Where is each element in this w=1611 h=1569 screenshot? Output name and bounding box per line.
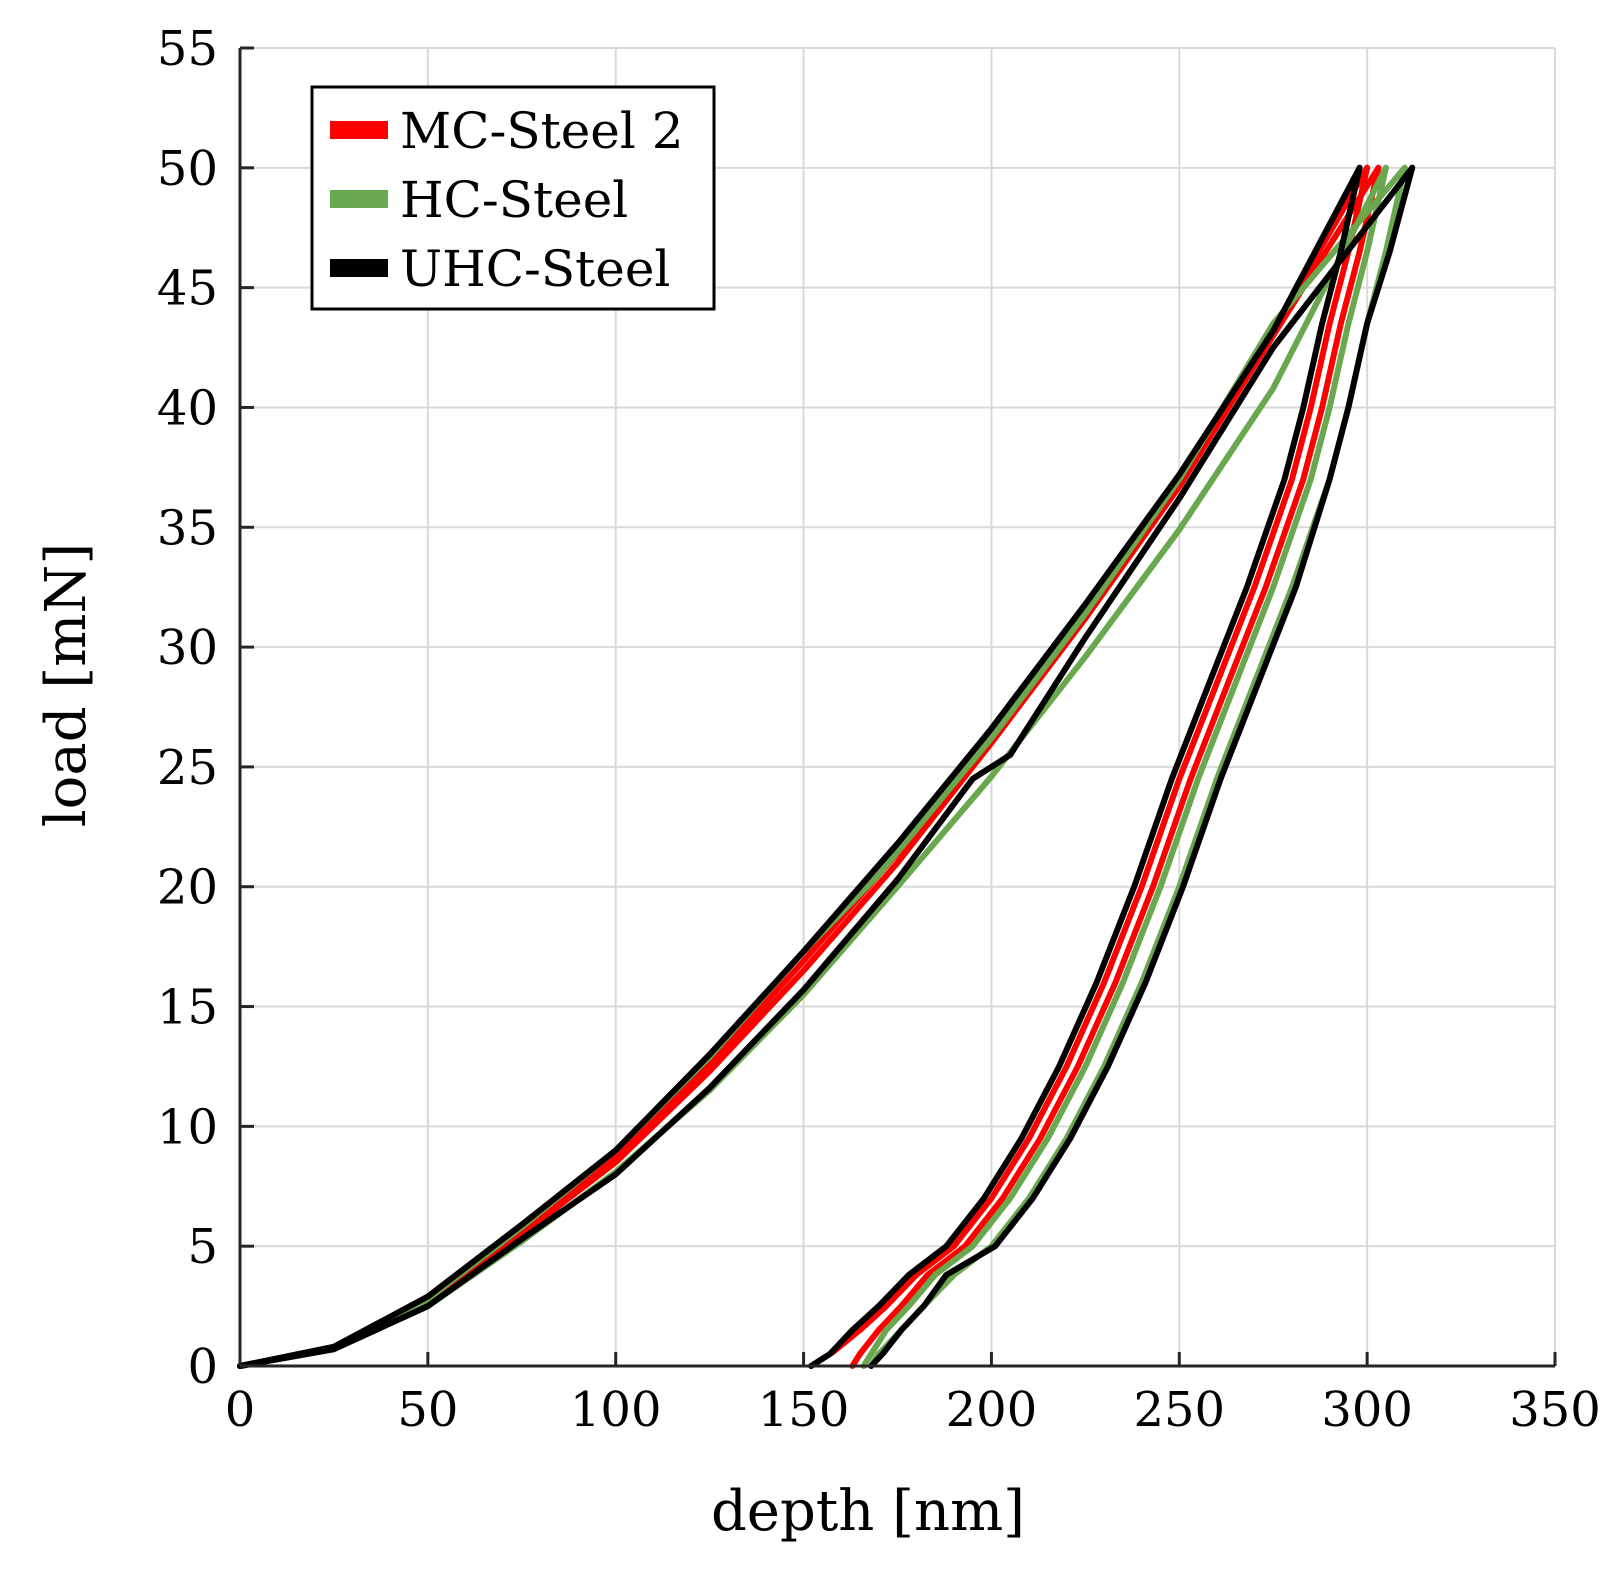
y-tick-label-11: 55: [157, 21, 218, 77]
x-tick-label-1: 50: [397, 1382, 458, 1438]
legend-label-hc-steel: HC-Steel: [400, 171, 628, 229]
y-tick-label-9: 45: [157, 261, 218, 317]
series-uhc-steel-curve-3: [868, 164, 1416, 1369]
series-uhc-steel-curve-2: [808, 164, 1363, 1369]
x-tick-label-5: 250: [1133, 1382, 1225, 1438]
x-tick-label-0: 0: [225, 1382, 256, 1438]
x-tick-label-3: 150: [758, 1382, 850, 1438]
y-tick-label-7: 35: [157, 500, 218, 556]
series-layer: [237, 164, 1416, 1369]
series-hc-steel-curve-1: [860, 164, 1389, 1369]
legend: MC-Steel 2 HC-Steel UHC-Steel: [310, 85, 716, 311]
series-uhc-steel-curve-0: [237, 164, 1363, 1369]
y-tick-label-6: 30: [157, 620, 218, 676]
y-tick-label-1: 5: [187, 1219, 218, 1275]
series-uhc-steel-curve-1: [237, 164, 1416, 1369]
legend-label-uhc-steel: UHC-Steel: [400, 240, 670, 298]
x-tick-label-4: 200: [946, 1382, 1038, 1438]
y-tick-label-5: 25: [157, 740, 218, 796]
x-tick-label-6: 300: [1321, 1382, 1413, 1438]
y-axis-title: load [mN]: [34, 543, 99, 827]
ticks: 0 50 100 150 200 250 300 350 0 5 10 15 20 25 30 35 40 45 5…: [157, 21, 1601, 1438]
y-tick-label-4: 20: [157, 860, 218, 916]
x-axis-title: depth [nm]: [711, 1479, 1025, 1544]
y-tick-label-3: 15: [157, 980, 218, 1036]
y-tick-label-0: 0: [187, 1339, 218, 1395]
y-tick-label-2: 10: [157, 1099, 218, 1155]
y-tick-label-8: 40: [157, 380, 218, 436]
y-tick-label-10: 50: [157, 141, 218, 197]
series-mc-steel-2-curve-1: [808, 164, 1371, 1369]
x-tick-label-7: 350: [1509, 1382, 1601, 1438]
x-tick-label-2: 100: [570, 1382, 662, 1438]
series-mc-steel-2-curve-3: [849, 164, 1382, 1369]
legend-label-mc-steel-2: MC-Steel 2: [400, 102, 684, 160]
axes: [238, 48, 1555, 1368]
